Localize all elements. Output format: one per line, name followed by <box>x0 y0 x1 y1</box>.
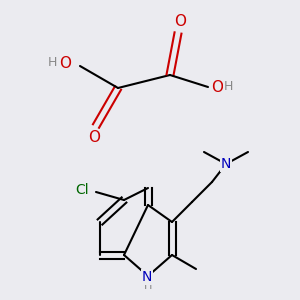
Text: N: N <box>221 157 231 171</box>
Text: O: O <box>211 80 223 94</box>
Text: H: H <box>224 80 233 94</box>
Text: O: O <box>174 14 186 29</box>
Text: Cl: Cl <box>75 183 89 197</box>
Text: O: O <box>59 56 71 70</box>
Text: H: H <box>48 56 57 70</box>
Text: H: H <box>144 281 152 291</box>
Text: N: N <box>142 270 152 284</box>
Text: O: O <box>88 130 100 145</box>
